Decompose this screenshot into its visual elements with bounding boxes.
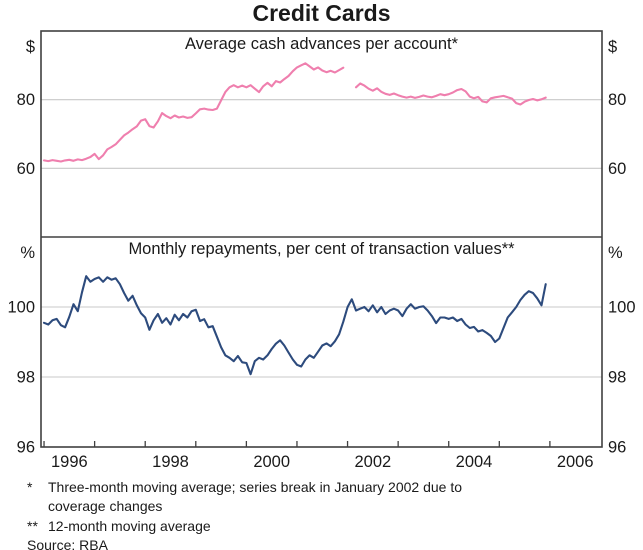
footnote-1-text: Three-month moving average; series break… xyxy=(48,479,463,515)
x-tick-label-2002: 2002 xyxy=(354,453,391,471)
series-cash-advances-pre-break-line xyxy=(42,62,345,163)
plot-frame xyxy=(40,30,603,448)
footnote-2-marker: ** xyxy=(27,517,38,534)
footnote-1-marker: * xyxy=(27,479,33,495)
bottom-panel-label: Monthly repayments, per cent of transact… xyxy=(128,240,515,258)
series-cash-advances-post-break-line xyxy=(354,82,547,106)
x-tick-label-1998: 1998 xyxy=(152,453,189,471)
y-tick-label-right-bottom-98: 98 xyxy=(608,369,626,387)
x-tick-label-1996: 1996 xyxy=(51,453,88,471)
x-tick-label-2000: 2000 xyxy=(253,453,290,471)
y-tick-label-left-bottom-96: 96 xyxy=(17,439,35,457)
axis-unit-right-bottom: % xyxy=(608,244,623,262)
y-tick-label-right-top-60: 60 xyxy=(608,160,626,178)
axis-unit-left-bottom: % xyxy=(20,244,35,262)
x-tick-label-2004: 2004 xyxy=(456,453,493,471)
y-tick-label-left-top-80: 80 xyxy=(17,91,35,109)
footnote-1: * Three-month moving average; series bre… xyxy=(27,478,602,517)
y-tick-label-left-bottom-100: 100 xyxy=(7,299,35,317)
footnote-2-text: 12-month moving average xyxy=(48,517,211,534)
series-monthly-repayments-line xyxy=(42,275,547,376)
y-tick-label-right-bottom-96: 96 xyxy=(608,439,626,457)
footnote-2: ** 12-month moving average xyxy=(27,517,602,536)
footnotes-block: * Three-month moving average; series bre… xyxy=(27,478,602,550)
chart-title: Credit Cards xyxy=(252,0,391,26)
y-tick-label-left-top-60: 60 xyxy=(17,160,35,178)
axis-unit-left-top: $ xyxy=(26,38,35,56)
source-note: Source: RBA xyxy=(27,536,108,550)
y-tick-label-right-bottom-100: 100 xyxy=(608,299,636,317)
y-tick-label-right-top-80: 80 xyxy=(608,91,626,109)
top-panel-label: Average cash advances per account* xyxy=(184,35,459,53)
x-tick-label-2006: 2006 xyxy=(557,453,594,471)
axis-unit-right-top: $ xyxy=(608,38,617,56)
y-tick-label-left-bottom-98: 98 xyxy=(17,369,35,387)
